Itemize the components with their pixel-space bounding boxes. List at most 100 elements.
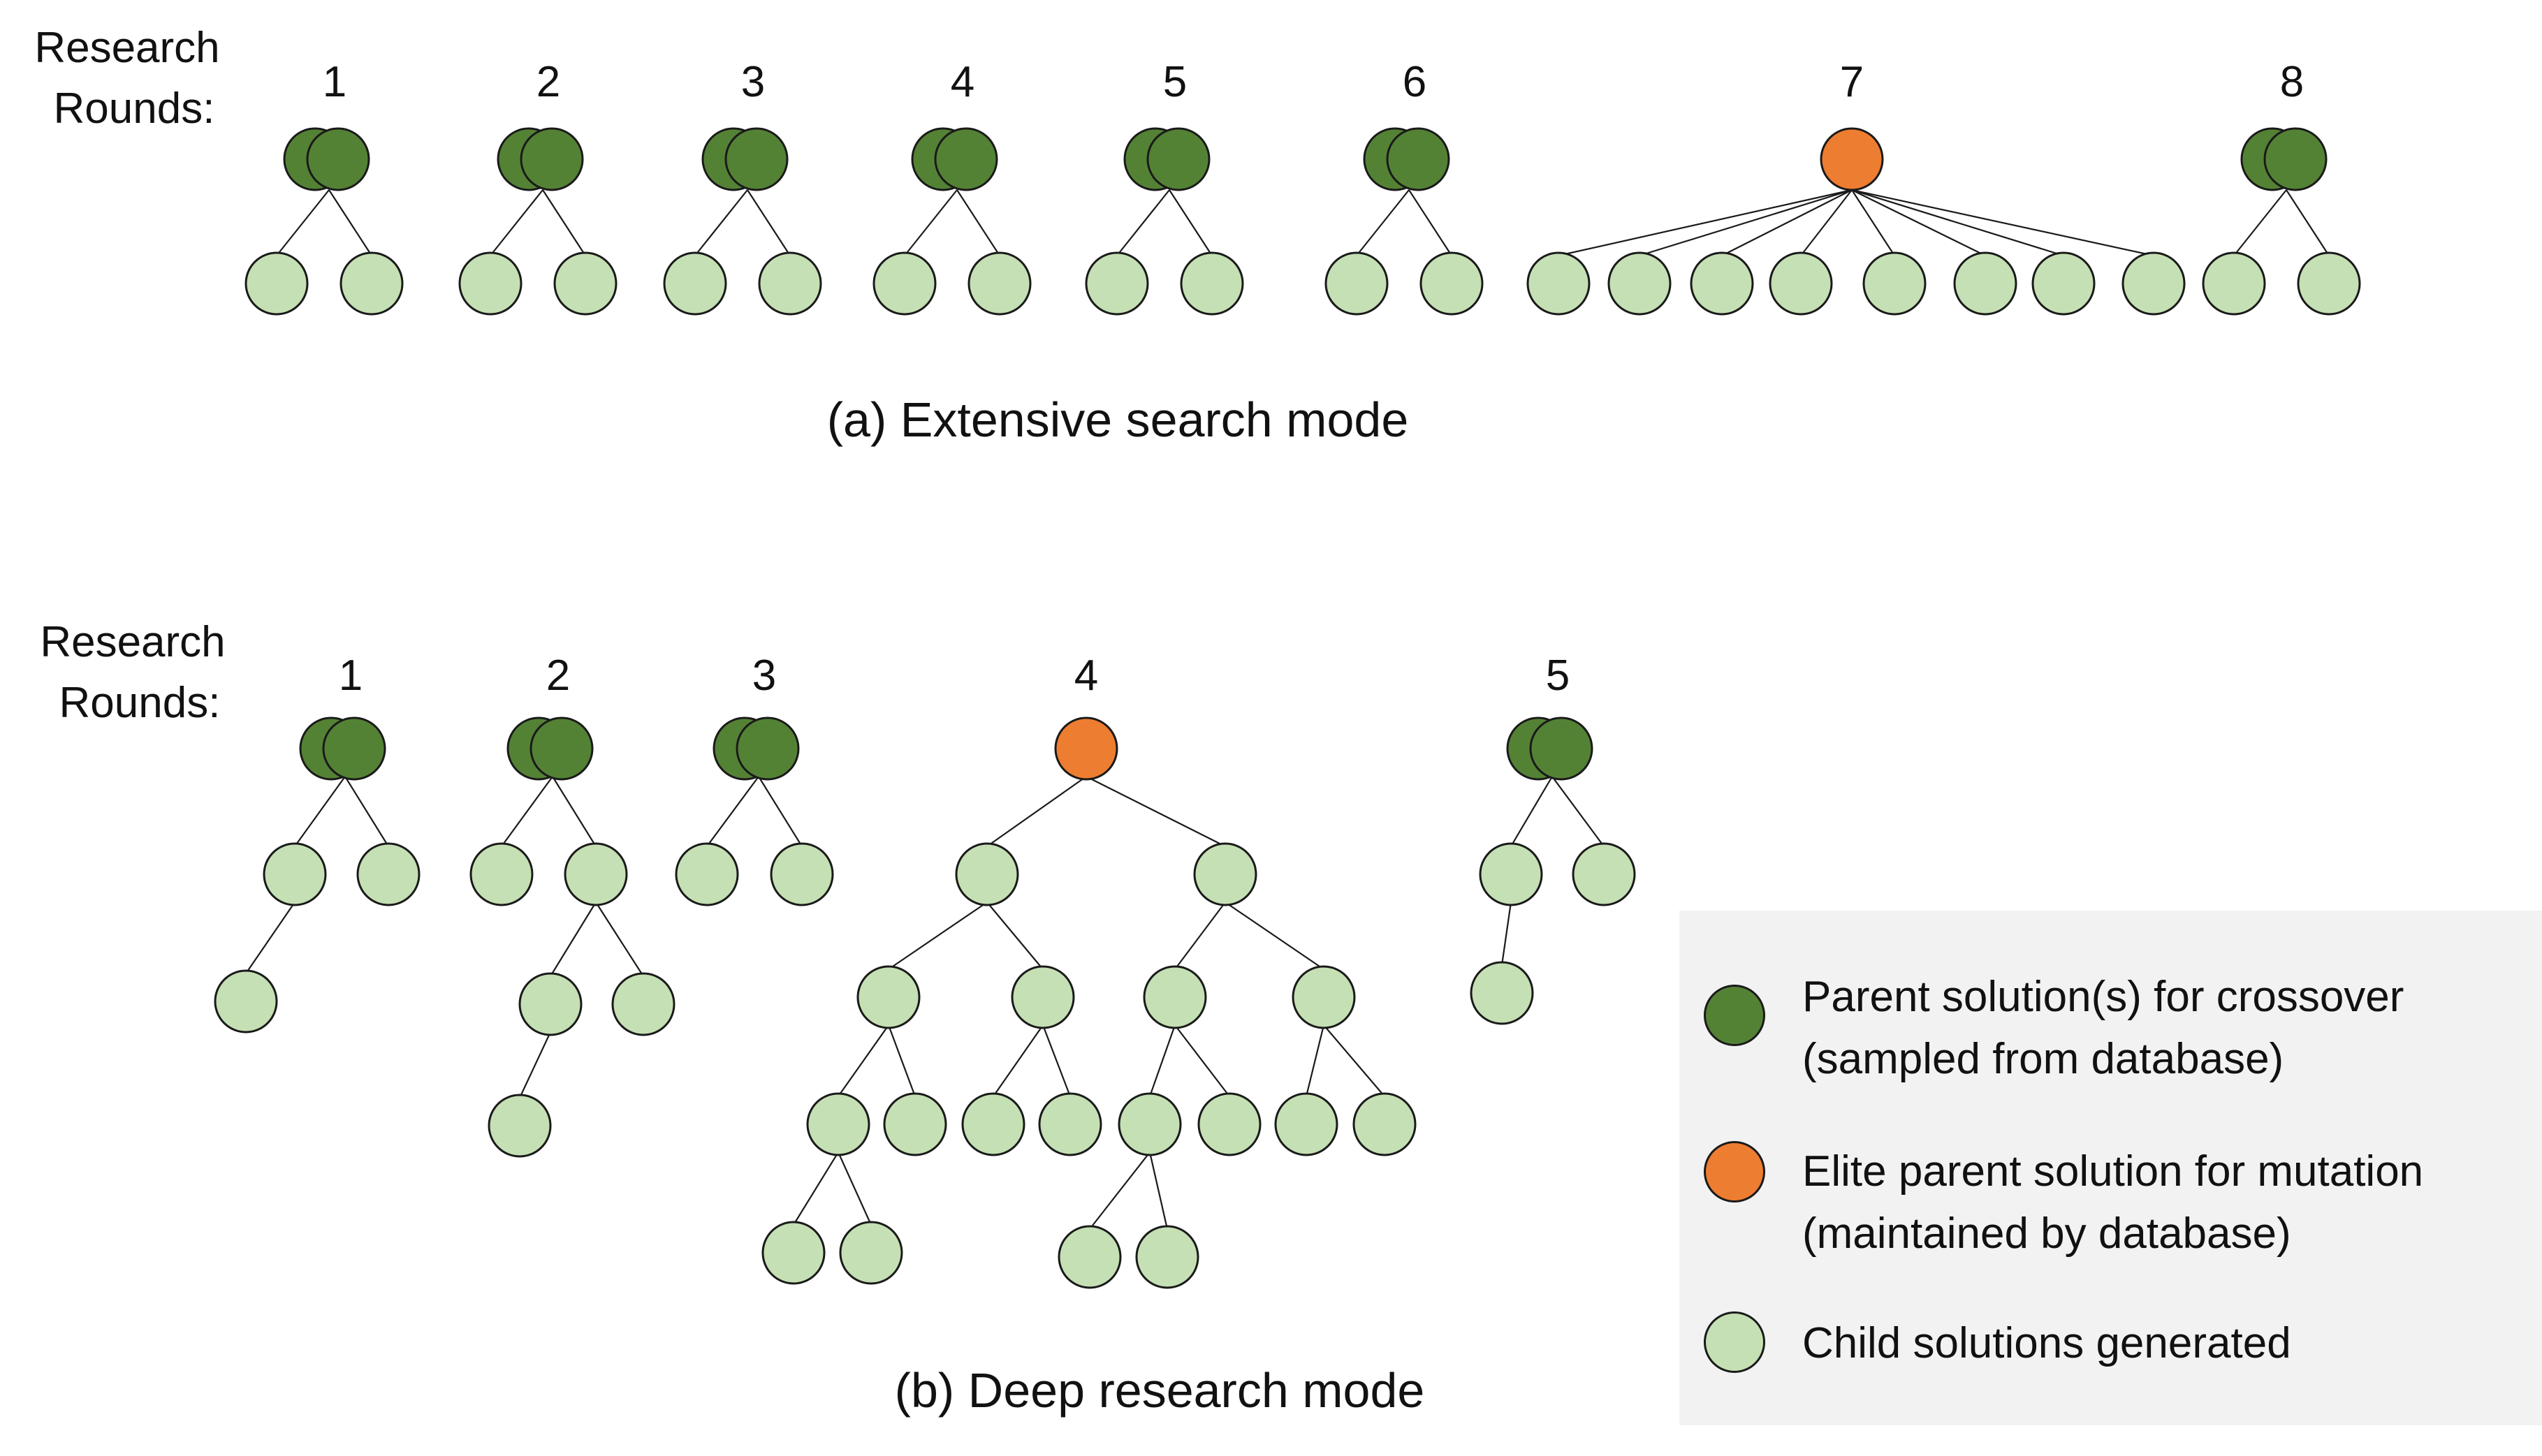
child-solution [1769, 251, 1833, 316]
crossover-parent-b [724, 127, 789, 191]
round-number: 4 [951, 58, 974, 106]
child-solution [761, 1221, 826, 1285]
child-solution [2297, 251, 2361, 316]
child-solution [2121, 251, 2186, 316]
child-solution [1058, 1225, 1122, 1289]
tree-edge [1558, 189, 1853, 257]
elite-parent [1820, 127, 1884, 191]
child-solution [856, 965, 921, 1029]
legend-child-text: Child solutions generated [1802, 1313, 2291, 1375]
child-solution [458, 251, 523, 316]
child-solution [1572, 842, 1636, 906]
panel-b-rounds-label: Research Rounds: [14, 612, 251, 734]
child-solution [1479, 842, 1543, 906]
legend-child-line: Child solutions generated [1802, 1319, 2291, 1367]
tree-edge [1500, 902, 1512, 966]
child-solution [961, 1092, 1025, 1156]
round-number: 1 [339, 652, 363, 700]
child-solution [675, 842, 739, 906]
tree-edge [1800, 189, 1853, 256]
child-solution [339, 251, 404, 316]
tree-edge [986, 902, 1044, 970]
tree-edge [595, 902, 644, 977]
child-solution [1143, 965, 1207, 1029]
tree-edge [501, 776, 553, 847]
legend-crossover-line2: (sampled from database) [1802, 1034, 2284, 1083]
tree-edge [747, 189, 791, 256]
tree-edge [1174, 902, 1226, 970]
round-number: 3 [752, 652, 776, 700]
child-solution [1292, 965, 1356, 1029]
crossover-parent-b [934, 127, 998, 191]
child-solution [263, 842, 327, 906]
crossover-parent-b [2263, 127, 2328, 191]
round-number: 7 [1840, 58, 1864, 106]
tree-edge [1408, 189, 1452, 256]
child-solution [1274, 1092, 1338, 1156]
tree-edge [793, 1152, 839, 1226]
tree-edge [1639, 189, 1853, 257]
round-number: 5 [1163, 58, 1187, 106]
child-solution-legend-icon [1704, 1311, 1765, 1373]
tree-edge [956, 189, 1000, 256]
child-solution [1324, 251, 1389, 316]
legend-elite-line2: (maintained by database) [1802, 1209, 2291, 1258]
child-solution [553, 251, 618, 316]
child-solution [1690, 251, 1754, 316]
tree-edge [552, 776, 597, 847]
child-solution [1118, 1092, 1182, 1156]
panel-b-rounds-label-line1: Research [40, 618, 226, 666]
elite-parent [1054, 716, 1118, 781]
crossover-parent-b [736, 716, 800, 781]
tree-edge [1510, 776, 1553, 847]
child-solution [1953, 251, 2017, 316]
child-solution [883, 1092, 947, 1156]
tree-edge [706, 776, 759, 847]
child-solution [244, 251, 309, 316]
tree-edge [1721, 189, 1853, 256]
legend: Parent solution(s) for crossover (sample… [1679, 911, 2542, 1425]
round-number: 8 [2280, 58, 2304, 106]
tree-edge [758, 776, 803, 847]
legend-crossover-text: Parent solution(s) for crossover (sample… [1802, 966, 2404, 1090]
tree-edge [1174, 1024, 1230, 1097]
round-number: 2 [546, 652, 570, 700]
child-solution [1011, 965, 1075, 1029]
tree-edge [904, 189, 958, 256]
tree-edge [344, 776, 389, 847]
child-solution [611, 972, 675, 1036]
child-solution [469, 842, 534, 906]
child-solution [770, 842, 834, 906]
round-number: 4 [1074, 652, 1098, 700]
tree-nodes [214, 127, 2361, 1289]
child-solution [1352, 1092, 1417, 1156]
elite-parent-legend-icon [1704, 1141, 1765, 1203]
panel-a-rounds-label-line2: Rounds: [53, 84, 215, 133]
round-numbers: 1 2 3 4 5 6 7 8 1 2 3 4 5 [323, 58, 2304, 700]
child-solution [2031, 251, 2096, 316]
child-solution [1419, 251, 1484, 316]
child-solution [967, 251, 1032, 316]
child-solution [518, 972, 583, 1036]
tree-edge [838, 1024, 889, 1097]
tree-edge [328, 189, 372, 256]
crossover-parent-b [529, 716, 594, 781]
tree-edge [490, 189, 543, 256]
child-solution [1038, 1092, 1102, 1156]
child-solution [806, 1092, 870, 1156]
child-solution [1607, 251, 1672, 316]
child-solution [564, 842, 628, 906]
tree-edge [2233, 189, 2287, 256]
child-solution [839, 1221, 903, 1285]
crossover-parent-legend-icon [1704, 985, 1765, 1046]
tree-edge [993, 1024, 1044, 1097]
tree-edge [1169, 189, 1213, 256]
panel-a-caption: (a) Extensive search mode [826, 392, 1409, 447]
tree-edges [245, 189, 2330, 1230]
child-solution [2202, 251, 2266, 316]
tree-edge [986, 776, 1087, 847]
tree-edge [1851, 189, 2064, 257]
tree-edge [1116, 189, 1170, 256]
tree-edge [1305, 1024, 1325, 1097]
legend-elite-text: Elite parent solution for mutation (main… [1802, 1141, 2423, 1265]
